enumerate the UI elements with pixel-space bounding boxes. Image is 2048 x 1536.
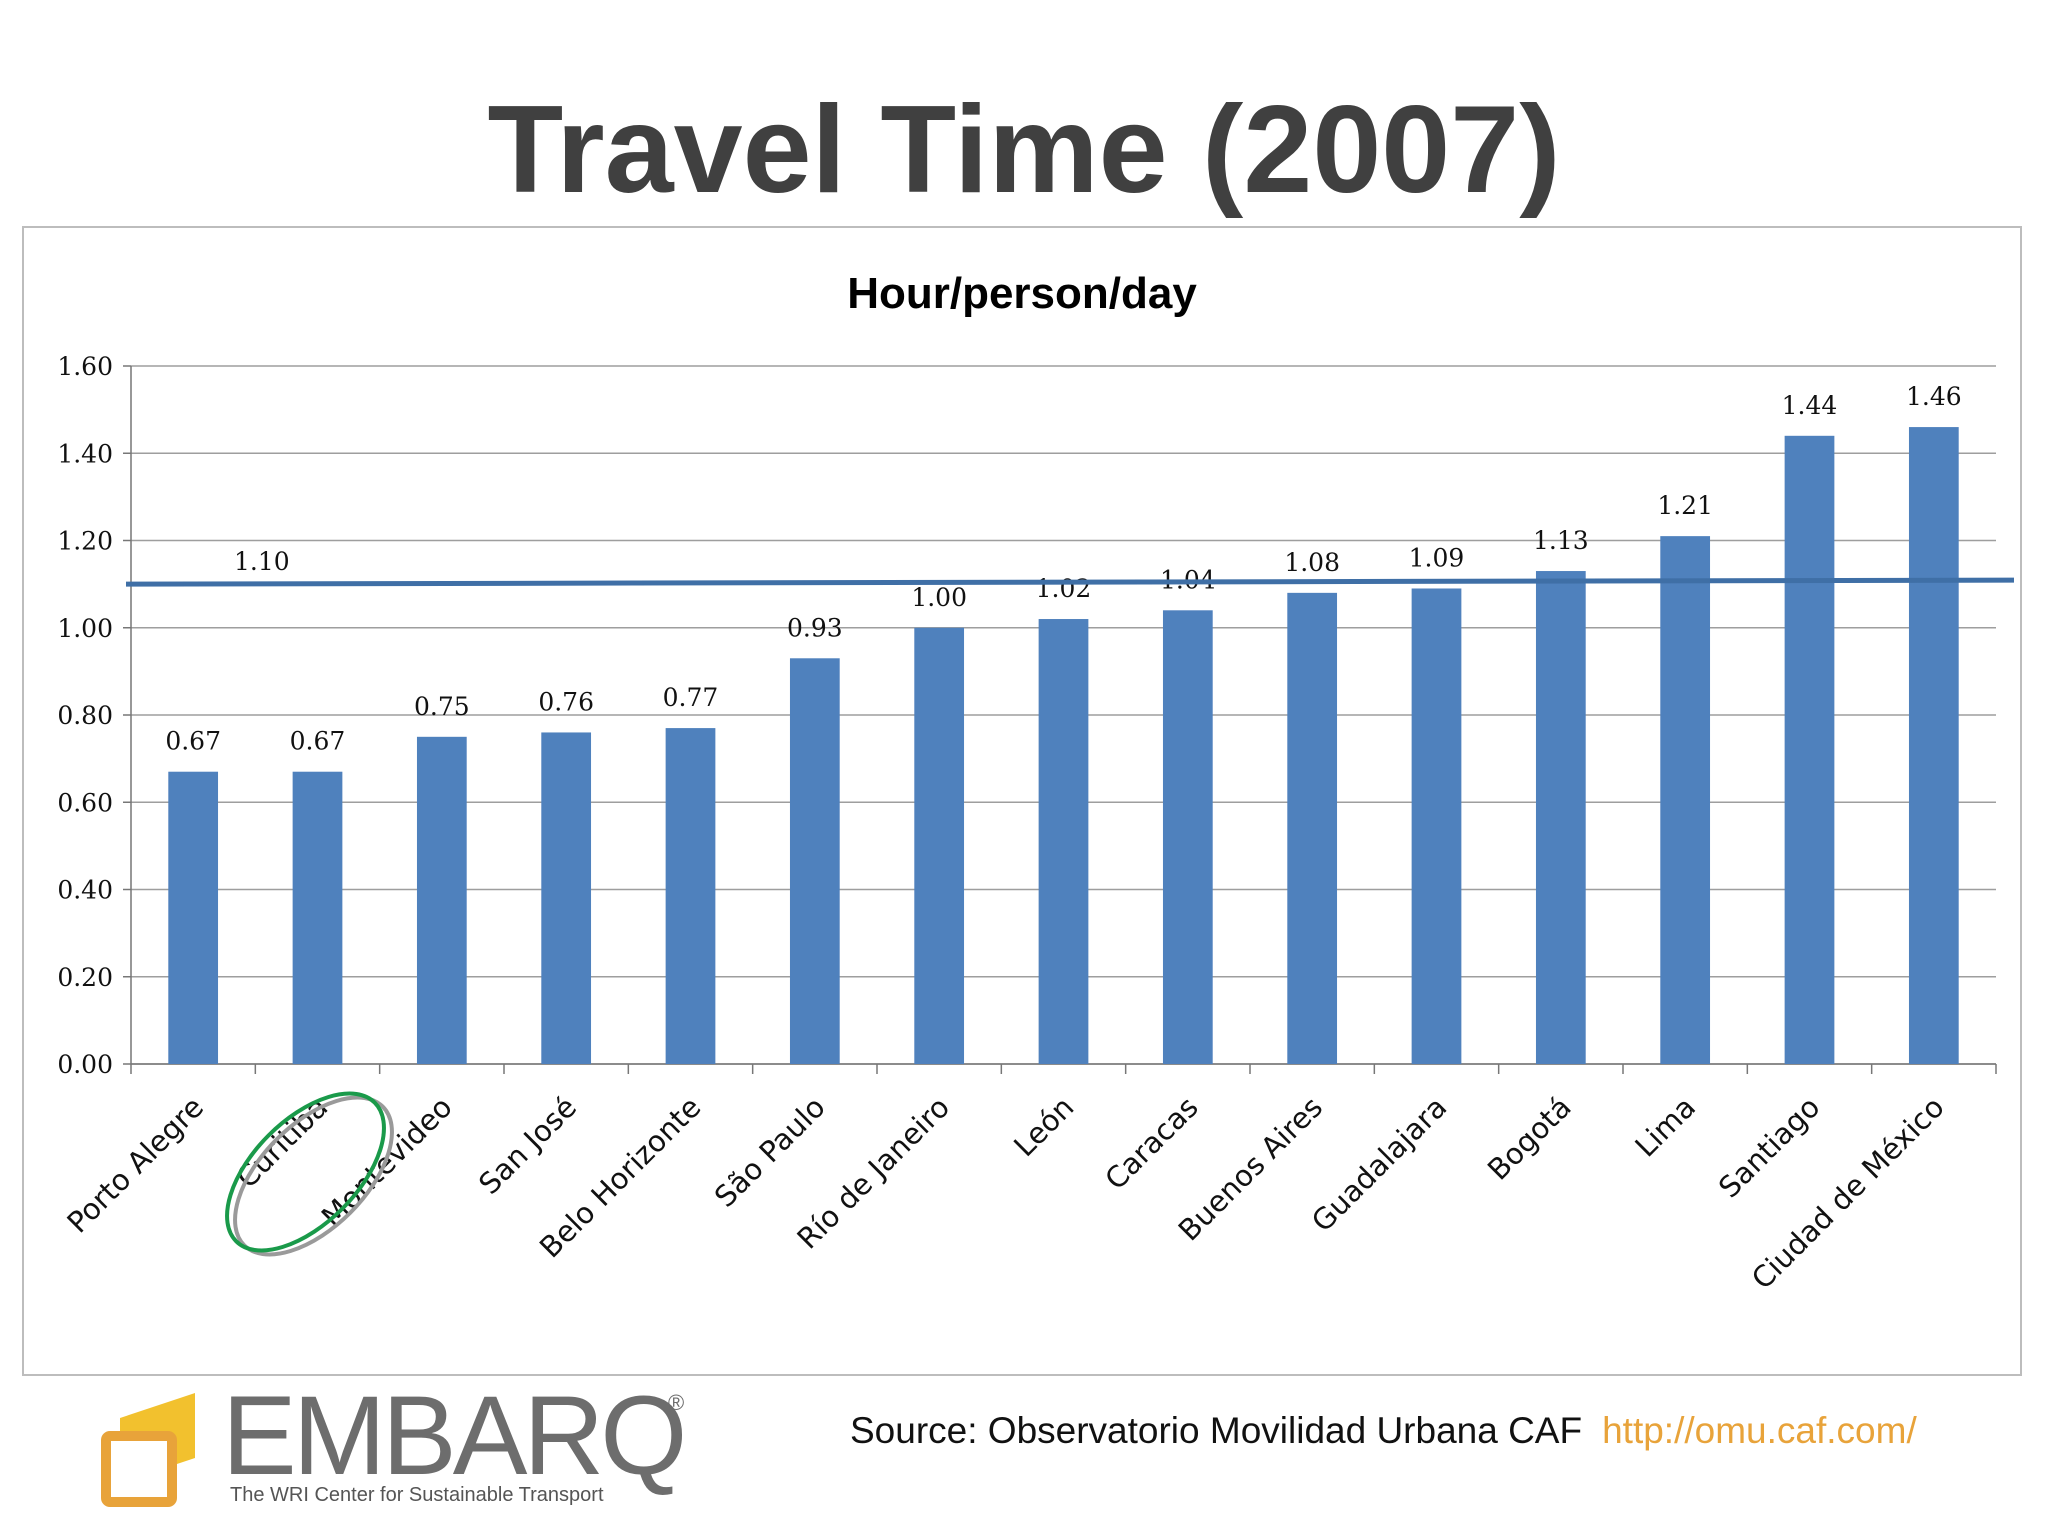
bar (1908, 427, 1959, 1064)
source-link[interactable]: http://omu.caf.com/ (1602, 1410, 1917, 1451)
slide-title: Travel Time (2007) (487, 81, 1561, 219)
data-label: 1.21 (1657, 491, 1713, 520)
bar (665, 728, 716, 1064)
x-category-label: São Paulo (708, 1090, 832, 1214)
bar (1162, 610, 1213, 1064)
source-citation: Source: Observatorio Movilidad Urbana CA… (850, 1410, 1917, 1460)
data-label: 1.00 (911, 583, 967, 612)
bar (1660, 536, 1711, 1064)
data-label: 1.08 (1284, 548, 1340, 577)
bar-chart: Hour/person/day 0.00 0.20 0.40 0.60 0.80 1.00 1… (57, 269, 2015, 1296)
data-label: 1.13 (1533, 526, 1589, 555)
bar (416, 736, 467, 1064)
highlight-ring-green (225, 1091, 386, 1253)
chart-title: Hour/person/day (847, 269, 1197, 318)
logo-wordmark: EMBARQ (222, 1373, 687, 1498)
reference-line-label: 1.10 (234, 547, 290, 576)
data-label: 0.75 (414, 692, 470, 721)
x-category-label: León (1007, 1090, 1080, 1163)
bar (1287, 592, 1338, 1064)
bar (292, 771, 343, 1064)
bar (1411, 588, 1462, 1064)
y-tick-label: 0.40 (57, 876, 113, 905)
y-tick-label: 1.00 (57, 614, 113, 643)
data-label: 1.02 (1036, 574, 1092, 603)
data-label: 0.67 (290, 727, 346, 756)
bar (789, 658, 840, 1064)
y-tick-label: 1.40 (57, 439, 113, 468)
bar (168, 771, 219, 1064)
bar (541, 732, 592, 1064)
x-category-label: Bogotá (1481, 1090, 1578, 1187)
source-text: Source: Observatorio Movilidad Urbana CA… (850, 1410, 1583, 1451)
chart-frame: Hour/person/day 0.00 0.20 0.40 0.60 0.80 1.00 1… (22, 226, 2022, 1376)
x-category-label: San José (472, 1090, 583, 1201)
data-label: 0.77 (663, 683, 719, 712)
data-label: 1.44 (1782, 391, 1838, 420)
y-tick-label: 0.60 (57, 788, 113, 817)
bar (1038, 619, 1089, 1064)
x-category-label: Porto Alegre (60, 1090, 210, 1240)
embarq-logo-icon (101, 1393, 195, 1507)
data-label: 0.76 (538, 687, 594, 716)
bar (914, 627, 965, 1064)
bar (1535, 571, 1586, 1064)
y-tick-label: 1.20 (57, 527, 113, 556)
data-label: 0.93 (787, 613, 843, 642)
reference-line (125, 577, 2015, 587)
data-label: 1.46 (1906, 382, 1962, 411)
data-label: 1.09 (1409, 543, 1465, 572)
y-tick-label: 0.20 (57, 963, 113, 992)
x-category-label: Santiago (1712, 1090, 1826, 1204)
y-tick-label: 0.00 (57, 1050, 113, 1079)
y-tick-label: 1.60 (57, 352, 113, 381)
y-tick-label: 0.80 (57, 701, 113, 730)
bar (1784, 435, 1835, 1064)
x-category-label: Caracas (1098, 1090, 1204, 1196)
x-category-label: Lima (1628, 1090, 1702, 1164)
data-label: 0.67 (165, 727, 221, 756)
logo-tagline: The WRI Center for Sustainable Transport (230, 1484, 604, 1506)
logo-registered-mark: ® (668, 1390, 685, 1415)
